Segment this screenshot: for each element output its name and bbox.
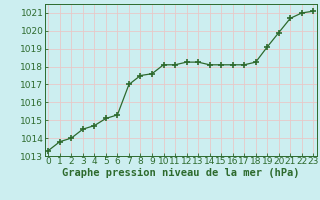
X-axis label: Graphe pression niveau de la mer (hPa): Graphe pression niveau de la mer (hPa)	[62, 168, 300, 178]
